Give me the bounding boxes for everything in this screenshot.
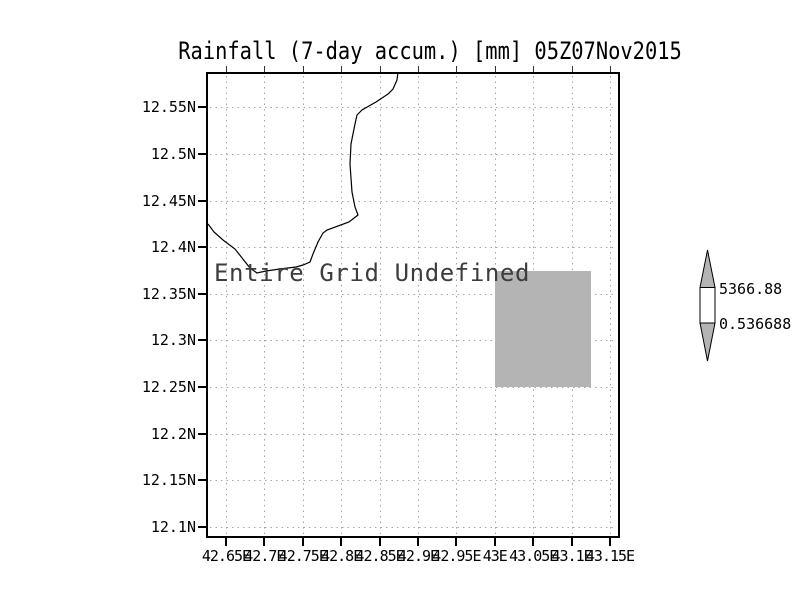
x-axis-tick-bottom bbox=[609, 538, 611, 546]
x-axis-tick-bottom bbox=[455, 538, 458, 546]
gridline-horizontal bbox=[210, 340, 616, 342]
x-axis-tick-label: 43.05E bbox=[509, 547, 558, 565]
colorbar-segment bbox=[699, 287, 716, 324]
x-axis-tick-label: 42.9E bbox=[397, 547, 439, 565]
y-axis-tick-left bbox=[198, 153, 206, 156]
gridline-horizontal bbox=[210, 387, 616, 389]
y-axis-tick-left bbox=[198, 339, 206, 342]
x-axis-tick-top bbox=[302, 66, 304, 72]
gridline-vertical bbox=[610, 76, 611, 534]
y-axis-tick-label: 12.4N bbox=[150, 238, 196, 257]
x-axis-tick-label: 43.15E bbox=[585, 547, 635, 565]
colorbar-min-label: 0.536688 bbox=[719, 315, 792, 333]
y-axis-tick-left bbox=[198, 106, 206, 109]
gridline-vertical bbox=[302, 76, 304, 534]
gridline-horizontal bbox=[210, 200, 616, 202]
x-axis-tick-label: 43E bbox=[482, 547, 508, 565]
x-axis-tick-top bbox=[379, 66, 381, 72]
x-axis-tick-label: 42.95E bbox=[432, 547, 481, 565]
gridline-vertical bbox=[225, 76, 227, 534]
y-axis-tick-label: 12.1N bbox=[150, 517, 196, 536]
undefined-grid-label: Entire Grid Undefined bbox=[214, 259, 531, 287]
y-axis-tick-left bbox=[198, 199, 206, 202]
colorbar-max-label: 5366.88 bbox=[719, 280, 783, 298]
x-axis-tick-top bbox=[225, 66, 227, 72]
y-axis-tick-left bbox=[198, 386, 206, 389]
x-axis-tick-bottom bbox=[416, 538, 419, 546]
gridline-horizontal bbox=[210, 433, 616, 435]
x-axis-tick-top bbox=[341, 66, 343, 72]
y-axis-tick-label: 12.45N bbox=[141, 191, 196, 210]
gridline-vertical bbox=[341, 76, 343, 534]
gridline-vertical bbox=[456, 76, 458, 534]
gridline-horizontal bbox=[210, 293, 616, 295]
gridline-horizontal bbox=[210, 480, 616, 482]
x-axis-tick-label: 42.7E bbox=[244, 547, 285, 565]
y-axis-tick-label: 12.5N bbox=[150, 145, 196, 164]
gridline-horizontal bbox=[210, 526, 616, 528]
x-axis-tick-top bbox=[533, 66, 535, 72]
x-axis-tick-bottom bbox=[224, 538, 227, 546]
y-axis-tick-label: 12.55N bbox=[141, 98, 196, 117]
x-axis-tick-bottom bbox=[263, 538, 266, 546]
x-axis-tick-top bbox=[610, 66, 611, 72]
x-axis-tick-bottom bbox=[570, 538, 573, 546]
x-axis-tick-top bbox=[417, 66, 419, 72]
x-axis-tick-top bbox=[264, 66, 266, 72]
undefined-data-patch bbox=[494, 270, 591, 388]
y-axis-tick-label: 12.15N bbox=[141, 471, 196, 490]
x-axis-tick-top bbox=[456, 66, 458, 72]
colorbar-down-arrow bbox=[699, 322, 716, 362]
y-axis-tick-left bbox=[198, 525, 206, 528]
x-axis-tick-label: 42.65E bbox=[201, 547, 251, 565]
y-axis-tick-left bbox=[198, 432, 206, 435]
x-axis-tick-top bbox=[571, 66, 573, 72]
gridline-horizontal bbox=[210, 154, 616, 156]
y-axis-tick-left bbox=[198, 246, 206, 249]
y-axis-tick-label: 12.25N bbox=[141, 378, 196, 397]
gridline-horizontal bbox=[210, 107, 616, 109]
x-axis-tick-label: 42.85E bbox=[355, 547, 404, 565]
x-axis-tick-label: 43.1E bbox=[551, 547, 593, 565]
y-axis-tick-label: 12.35N bbox=[141, 284, 196, 303]
x-axis-tick-bottom bbox=[493, 538, 496, 546]
gridline-horizontal bbox=[210, 247, 616, 249]
plot-title: Rainfall (7-day accum.) [mm] 05Z07Nov201… bbox=[178, 37, 682, 65]
gridline-vertical bbox=[379, 76, 381, 534]
colorbar bbox=[699, 249, 716, 362]
y-axis-tick-left bbox=[198, 292, 206, 295]
y-axis-tick-label: 12.3N bbox=[150, 331, 196, 350]
x-axis-tick-bottom bbox=[340, 538, 343, 546]
gridline-vertical bbox=[417, 76, 419, 534]
x-axis-tick-label: 42.75E bbox=[278, 547, 328, 565]
x-axis-tick-bottom bbox=[378, 538, 381, 546]
x-axis-tick-label: 42.8E bbox=[321, 547, 362, 565]
y-axis-tick-left bbox=[198, 479, 206, 482]
x-axis-tick-top bbox=[494, 66, 496, 72]
x-axis-tick-bottom bbox=[532, 538, 535, 546]
y-axis-tick-label: 12.2N bbox=[150, 424, 196, 443]
map-plot-area: Entire Grid Undefined bbox=[206, 72, 620, 538]
gridline-vertical bbox=[264, 76, 266, 534]
coastline bbox=[208, 74, 399, 274]
colorbar-up-arrow bbox=[699, 249, 716, 288]
x-axis-tick-bottom bbox=[301, 538, 304, 546]
